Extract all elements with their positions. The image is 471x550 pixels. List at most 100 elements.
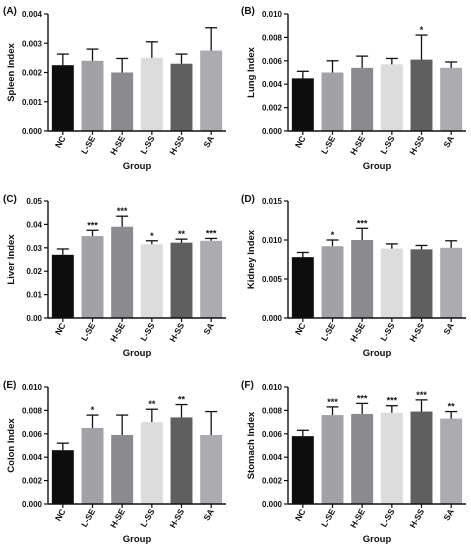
significance-label: *: [91, 405, 95, 415]
x-tick-label: H-SS: [407, 321, 426, 344]
significance-label: *: [331, 230, 335, 240]
y-tick-label: 0.000: [22, 127, 43, 136]
bar-NC: [51, 254, 74, 318]
bar-L-SE: [81, 236, 104, 318]
panel-4: (E) Colon Index 0.000 0.002 0.004 0.006 0.008 0…: [3, 380, 226, 545]
panel-0: (A) Spleen Index 0.000 0.001 0.002 0.003 0.004…: [3, 6, 226, 172]
bar-SA: [200, 240, 223, 318]
x-tick-label: H-SS: [167, 507, 186, 530]
bar-H-SS: [410, 59, 433, 131]
x-tick-label: NC: [293, 507, 308, 523]
x-tick-label: H-SE: [348, 321, 367, 344]
y-tick-label: 0.006: [262, 57, 283, 66]
y-tick-label: 0.010: [22, 383, 43, 392]
bar-NC: [51, 450, 74, 504]
x-axis-label: Group: [363, 161, 392, 172]
x-tick-label: L-SS: [378, 507, 397, 529]
y-tick-label: 0.004: [22, 10, 43, 19]
x-axis-label: Group: [123, 534, 152, 545]
bar-H-SE: [111, 226, 134, 318]
x-tick-label: H-SS: [167, 321, 186, 344]
panel-label: (D): [241, 194, 255, 205]
y-axis-label: Liver Index: [6, 234, 17, 285]
x-tick-label: L-SE: [319, 507, 338, 529]
x-tick-label: L-SS: [378, 134, 397, 156]
x-tick-label: L-SE: [79, 507, 98, 529]
y-tick-label: 0.010: [262, 236, 283, 245]
bar-H-SS: [170, 63, 193, 131]
x-tick-label: H-SS: [407, 134, 426, 157]
y-axis-label: Kidney Index: [246, 229, 257, 289]
bar-NC: [291, 78, 314, 131]
x-tick-label: L-SS: [138, 507, 157, 529]
x-tick-label: L-SE: [79, 134, 98, 156]
y-tick-label: 0.04: [26, 220, 42, 229]
y-tick-label: 0.000: [262, 500, 283, 509]
bar-SA: [440, 67, 463, 131]
x-axis-label: Group: [123, 348, 152, 359]
bar-L-SE: [321, 246, 344, 318]
significance-label: ***: [357, 393, 368, 403]
y-axis-label: Colon Index: [6, 418, 17, 473]
bar-H-SE: [111, 434, 134, 504]
y-tick-label: 0.008: [262, 33, 283, 42]
bar-H-SE: [111, 72, 134, 131]
bar-H-SS: [170, 242, 193, 318]
y-tick-label: 0.000: [22, 500, 43, 509]
bar-NC: [291, 257, 314, 318]
x-axis-label: Group: [123, 161, 152, 172]
panel-2: (C) Liver Index 0.00 0.01 0.02 0.03 0.04 0.05 NC…: [3, 194, 226, 359]
y-tick-label: 0.004: [262, 453, 283, 462]
bar-L-SS: [380, 64, 403, 131]
y-tick-label: 0.010: [262, 383, 283, 392]
significance-label: **: [178, 229, 186, 239]
x-tick-label: NC: [53, 507, 68, 523]
bar-L-SS: [380, 412, 403, 504]
y-axis-label: Lung Index: [246, 46, 257, 97]
significance-label: ***: [87, 220, 98, 230]
bar-L-SS: [380, 248, 403, 318]
bar-L-SE: [321, 72, 344, 131]
x-tick-label: NC: [293, 134, 308, 150]
y-tick-label: 0.015: [262, 197, 283, 206]
y-tick-label: 0.001: [22, 98, 43, 107]
x-tick-label: SA: [201, 134, 216, 149]
bar-L-SE: [81, 427, 104, 504]
x-tick-label: H-SE: [108, 321, 127, 344]
x-tick-label: H-SE: [108, 134, 127, 157]
y-tick-label: 0.003: [22, 39, 43, 48]
x-tick-label: NC: [53, 134, 68, 150]
x-tick-label: H-SE: [348, 507, 367, 530]
x-tick-label: H-SS: [167, 134, 186, 157]
x-tick-label: H-SE: [108, 507, 127, 530]
panel-label: (B): [241, 6, 255, 17]
bar-NC: [291, 436, 314, 504]
bar-L-SS: [140, 422, 163, 504]
x-tick-label: SA: [201, 321, 216, 336]
significance-label: **: [178, 395, 186, 405]
panel-label: (F): [241, 380, 254, 391]
x-tick-label: SA: [441, 507, 456, 522]
bar-H-SE: [351, 413, 374, 504]
bar-L-SE: [321, 415, 344, 504]
y-tick-label: 0.05: [26, 197, 42, 206]
y-axis-label: Spleen Index: [6, 42, 17, 101]
y-tick-label: 0.000: [262, 314, 283, 323]
y-tick-label: 0.002: [22, 477, 43, 486]
y-tick-label: 0.002: [262, 104, 283, 113]
x-tick-label: L-SE: [319, 321, 338, 343]
bar-L-SS: [140, 57, 163, 131]
x-tick-label: L-SS: [138, 134, 157, 156]
y-axis-label: Stomach Index: [246, 411, 257, 479]
y-tick-label: 0.006: [262, 430, 283, 439]
significance-label: **: [448, 402, 456, 412]
panel-5: (F) Stomach Index 0.000 0.002 0.004 0.006 0.00…: [241, 380, 466, 545]
bar-L-SE: [81, 60, 104, 131]
x-tick-label: SA: [201, 507, 216, 522]
y-tick-label: 0.010: [262, 10, 283, 19]
bar-NC: [51, 65, 74, 131]
x-tick-label: H-SS: [407, 507, 426, 530]
significance-label: ***: [327, 397, 338, 407]
bar-SA: [440, 418, 463, 504]
